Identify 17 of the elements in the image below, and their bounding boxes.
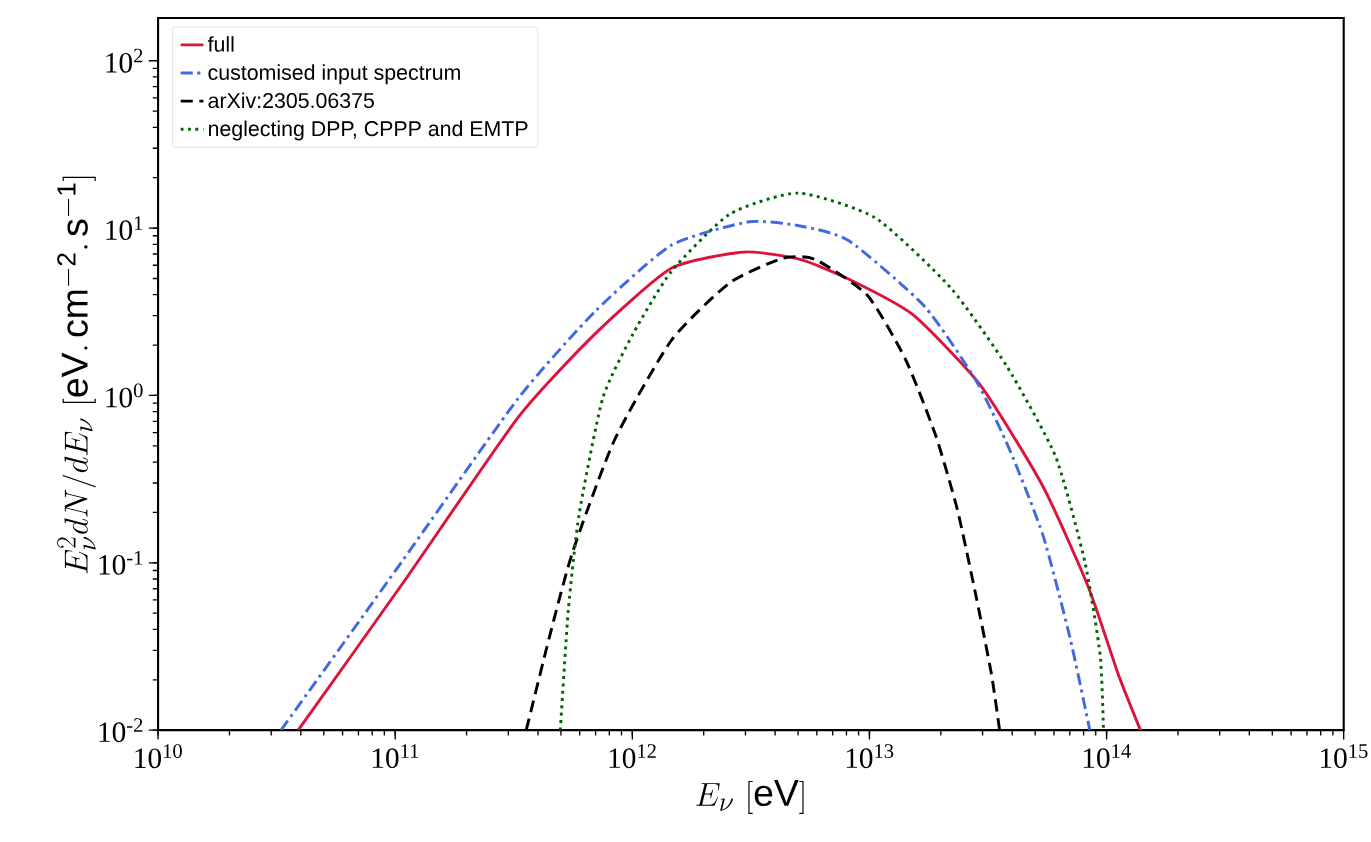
y-tick-label: 10$^{2}$	[106, 48, 143, 73]
y-tick-label: 10$^{-1}$	[99, 550, 143, 575]
x-tick-label: 10$^{10}$	[135, 744, 182, 769]
legend-label: full	[207, 36, 234, 52]
legend-label: customised input spectrum	[208, 64, 460, 85]
y-axis-title: $E_\nu^2 dN/dE_\nu\ [\mathrm{eV.\,cm^{-2}.\,s^{-1}}]$	[57, 176, 96, 574]
y-tick-label: 10$^{-2}$	[99, 718, 143, 743]
y-tick-label: 10$^{0}$	[106, 383, 143, 408]
x-tick-label: 10$^{15}$	[1321, 744, 1368, 768]
legend-label: arXiv:2305.06375	[208, 92, 374, 108]
x-tick-label: 10$^{11}$	[372, 744, 419, 768]
y-tick-label: 10$^{1}$	[106, 216, 143, 240]
x-tick-label: 10$^{14}$	[1083, 744, 1131, 768]
x-axis-title: $E_\nu\ [\mathrm{eV}]$	[696, 779, 804, 814]
x-tick-label: 10$^{13}$	[846, 744, 894, 769]
legend-label: neglecting DPP, CPPP and EMTP	[209, 120, 528, 141]
x-tick-label: 10$^{12}$	[609, 744, 656, 769]
